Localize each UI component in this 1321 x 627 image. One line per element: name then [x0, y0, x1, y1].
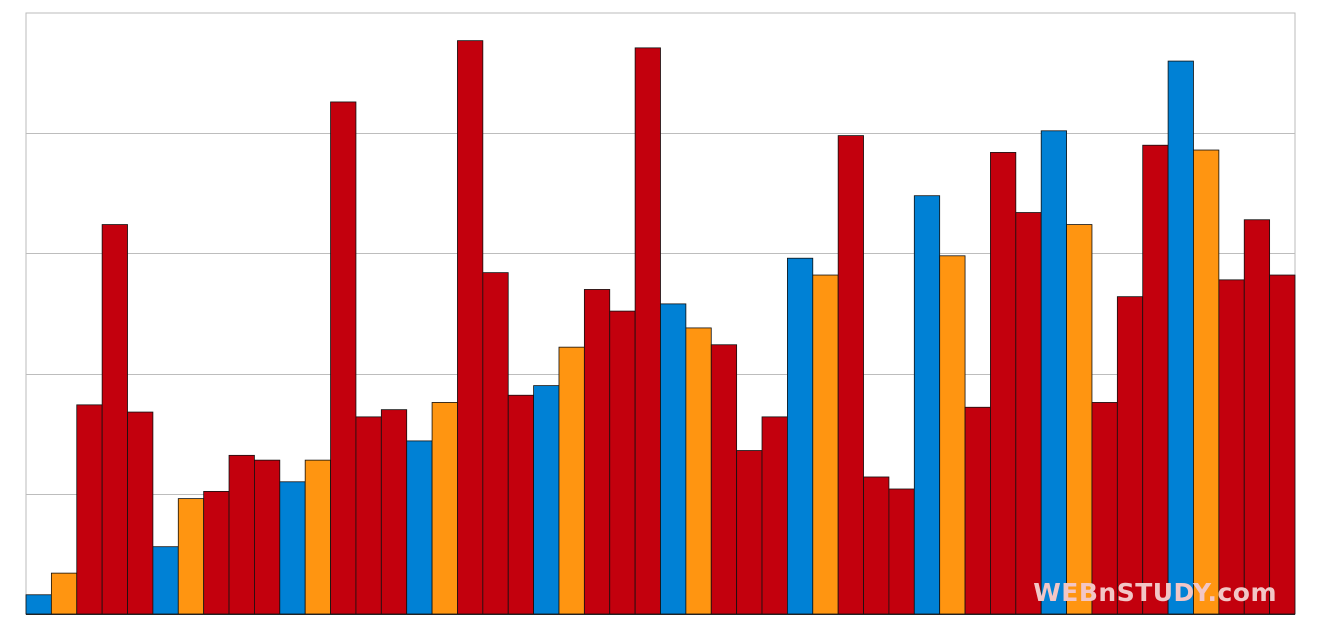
- bar-10: [254, 459, 281, 615]
- bar-38: [964, 406, 991, 615]
- bar-49: [1243, 219, 1271, 615]
- bar-35: [888, 488, 915, 615]
- bar-1: [25, 594, 52, 615]
- bar-36: [913, 195, 941, 615]
- bar-4: [101, 224, 128, 615]
- bar-2: [50, 572, 78, 615]
- bar-23: [583, 289, 611, 615]
- bar-5: [127, 411, 154, 615]
- bar-26: [660, 303, 687, 615]
- bar-12: [304, 459, 331, 615]
- bar-33: [837, 135, 864, 615]
- watermark: WEBnSTUDY.com: [1033, 578, 1277, 607]
- bar-3: [76, 404, 103, 615]
- bar-37: [939, 255, 966, 615]
- bar-40: [1015, 212, 1042, 615]
- bar-31: [787, 257, 814, 615]
- bar-28: [710, 344, 738, 615]
- bar-7: [177, 498, 205, 615]
- bar-45: [1142, 144, 1169, 615]
- bar-19: [482, 272, 509, 615]
- bar-13: [330, 101, 357, 615]
- bar-17: [431, 402, 458, 615]
- bar-29: [736, 450, 763, 615]
- bar-44: [1116, 296, 1144, 615]
- bar-24: [609, 310, 636, 615]
- bar-34: [863, 476, 890, 615]
- bar-50: [1269, 274, 1296, 615]
- bar-30: [761, 416, 788, 615]
- bar-series: [25, 40, 1296, 615]
- bar-15: [380, 409, 408, 615]
- bar-48: [1218, 279, 1245, 615]
- bar-32: [812, 274, 839, 615]
- bar-6: [152, 546, 179, 615]
- bar-41: [1040, 130, 1067, 615]
- bar-21: [533, 385, 560, 615]
- bar-42: [1066, 224, 1093, 615]
- bar-27: [685, 327, 712, 615]
- bar-22: [558, 346, 585, 615]
- bar-39: [990, 152, 1017, 615]
- bar-9: [228, 454, 255, 615]
- bar-14: [355, 416, 382, 615]
- bar-20: [507, 394, 535, 615]
- bar-8: [203, 490, 230, 615]
- bar-11: [279, 481, 306, 615]
- bar-47: [1193, 149, 1220, 615]
- bar-16: [406, 440, 433, 615]
- bar-43: [1091, 402, 1118, 615]
- bar-18: [457, 40, 484, 615]
- bar-46: [1167, 60, 1194, 615]
- bar-25: [634, 47, 661, 615]
